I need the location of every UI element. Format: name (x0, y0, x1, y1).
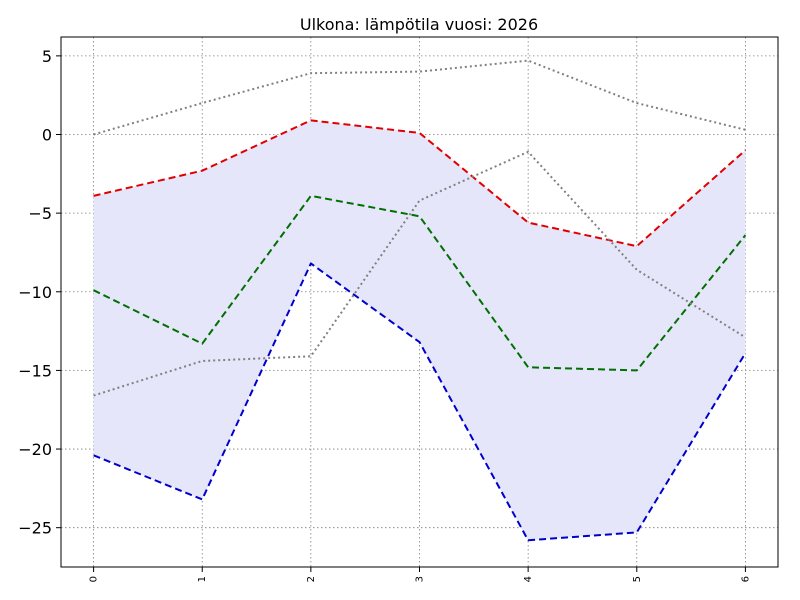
x-tick-label-5: 5 (632, 576, 643, 582)
series-line-0 (93, 119, 747, 248)
y-tick-label-5: −20 (18, 440, 52, 459)
series-line-3 (93, 59, 746, 136)
y-tick-label-4: −15 (18, 361, 52, 380)
band-area (93, 120, 746, 541)
x-tick-label-2: 2 (306, 576, 317, 582)
y-tick-label-2: −5 (28, 204, 52, 223)
y-tick-label-0: 5 (42, 47, 52, 66)
chart-title: Ulkona: lämpötila vuosi: 2026 (300, 15, 538, 34)
y-tick-label-6: −25 (18, 519, 52, 538)
series-lines (93, 59, 747, 542)
band-fill (93, 120, 746, 541)
x-tick-label-6: 6 (740, 576, 751, 582)
series-line-1 (93, 194, 747, 372)
x-tick-label-0: 0 (89, 576, 100, 582)
series-line-2 (93, 262, 747, 542)
x-tick-label-4: 4 (523, 576, 534, 582)
y-tick-label-3: −10 (18, 283, 52, 302)
x-tick-label-1: 1 (197, 576, 208, 582)
x-tick-label-3: 3 (415, 576, 426, 582)
y-tick-label-1: 0 (42, 126, 52, 145)
y-axis-ticks: 5 0 −5 −10 −15 −20 −25 (18, 47, 61, 538)
x-axis-ticks: 0 1 2 3 4 5 6 (89, 567, 751, 582)
